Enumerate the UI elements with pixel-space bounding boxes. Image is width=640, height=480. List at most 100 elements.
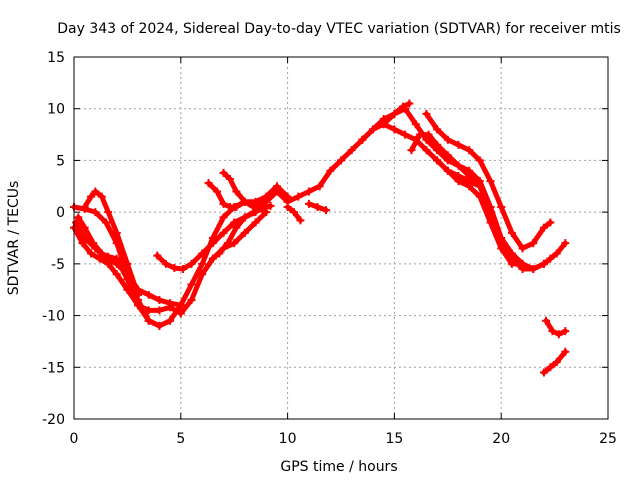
data-point [465, 146, 474, 155]
data-point [290, 208, 299, 217]
y-tick-label: -15 [42, 360, 65, 376]
data-point [155, 296, 164, 305]
data-point [304, 187, 313, 196]
data-point [337, 156, 345, 165]
data-point [208, 239, 217, 248]
data-point [240, 213, 249, 222]
data-point [486, 177, 495, 186]
data-point [87, 192, 96, 201]
x-axis-label: GPS time / hours [280, 459, 397, 475]
data-point [102, 218, 111, 227]
series-trace [541, 349, 568, 375]
data-point [407, 146, 416, 155]
data-point [486, 208, 495, 217]
data-point [134, 301, 143, 310]
data-point [529, 239, 538, 248]
data-point [542, 316, 551, 325]
y-tick-label: 15 [47, 50, 65, 66]
data-point [219, 228, 228, 237]
data-point [112, 270, 121, 279]
y-tick-label: 10 [47, 102, 65, 118]
data-point [123, 275, 132, 284]
data-point [204, 179, 213, 188]
data-point [313, 202, 322, 211]
series-track-8 [219, 168, 266, 211]
data-point [223, 239, 232, 248]
y-tick-label: -20 [42, 412, 65, 428]
data-point [230, 218, 239, 227]
y-axis-label: SDTVAR / TECUs [6, 181, 22, 296]
data-point [104, 208, 113, 217]
chart-title: Day 343 of 2024, Sidereal Day-to-day VTE… [57, 21, 621, 37]
data-point [454, 161, 463, 170]
data-point [561, 327, 570, 336]
data-point [561, 347, 570, 356]
data-point [240, 228, 249, 237]
series-track-5 [80, 187, 143, 299]
data-point [411, 120, 420, 129]
data-point [262, 197, 271, 206]
data-point [91, 208, 100, 217]
data-series-layer [70, 99, 570, 377]
data-point [74, 213, 83, 222]
series-track-9 [215, 201, 275, 258]
data-point [80, 202, 89, 211]
data-point [144, 316, 153, 325]
data-point [187, 296, 196, 305]
data-point [465, 177, 474, 186]
data-point [97, 192, 106, 201]
data-point [134, 290, 143, 299]
data-point [443, 151, 452, 160]
series-track-17 [542, 316, 570, 339]
data-point [187, 280, 196, 289]
data-point [232, 223, 241, 232]
plot-frame [73, 56, 609, 420]
data-point [187, 259, 196, 268]
y-tick-label: 5 [56, 153, 65, 169]
data-point [475, 182, 484, 191]
series-track-14 [422, 109, 555, 253]
data-point [80, 234, 89, 242]
data-point [232, 202, 241, 211]
data-point [422, 146, 431, 155]
series-track-7 [204, 179, 249, 211]
data-point [176, 301, 185, 310]
data-point [166, 299, 175, 308]
data-point [518, 265, 527, 274]
data-point [251, 218, 260, 227]
data-point [198, 270, 207, 279]
data-point [294, 192, 303, 201]
data-point [443, 135, 452, 144]
data-point [144, 290, 153, 299]
data-point [153, 251, 162, 260]
data-point [552, 358, 561, 367]
data-point [546, 363, 555, 372]
data-point [548, 327, 557, 336]
data-point [176, 309, 185, 318]
data-point [433, 125, 442, 134]
data-point [539, 259, 548, 268]
data-point [398, 102, 407, 111]
data-point [554, 330, 563, 339]
y-tick-label: -10 [42, 309, 65, 325]
data-point [304, 199, 313, 208]
data-point [454, 171, 463, 180]
data-point [272, 187, 281, 196]
data-point [155, 321, 164, 330]
data-point [322, 206, 331, 215]
data-point [326, 166, 335, 175]
data-point [401, 130, 410, 139]
series-track-20 [304, 199, 331, 215]
series-trace [543, 318, 568, 337]
y-tick-label: 0 [56, 205, 65, 221]
x-tick-label: 10 [279, 431, 297, 447]
data-point [123, 259, 132, 268]
data-point [497, 239, 506, 248]
data-point [433, 156, 442, 165]
data-point [144, 306, 153, 315]
data-point [561, 239, 570, 248]
data-point [283, 202, 292, 211]
x-tick-label: 0 [70, 431, 79, 447]
data-point [507, 228, 516, 237]
